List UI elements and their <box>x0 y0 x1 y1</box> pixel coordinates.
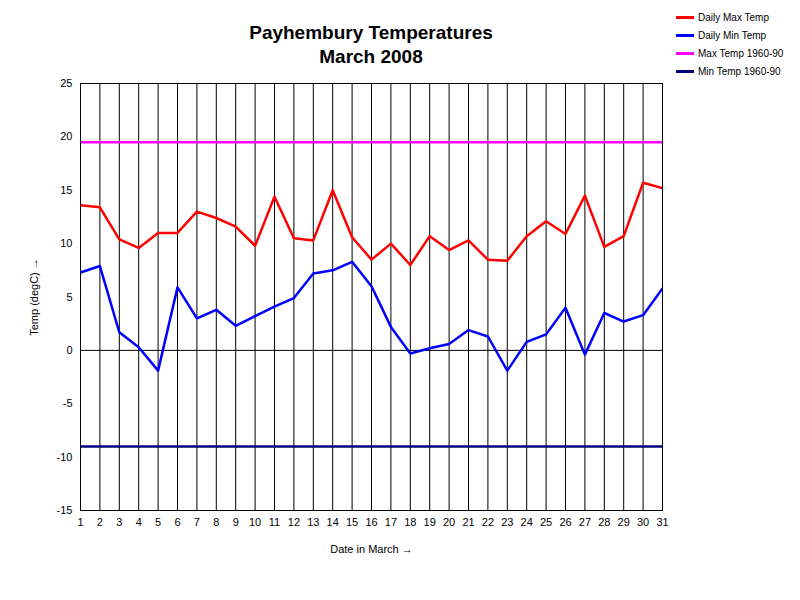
svg-text:29: 29 <box>618 516 630 528</box>
svg-text:8: 8 <box>213 516 219 528</box>
svg-text:23: 23 <box>501 516 513 528</box>
svg-text:19: 19 <box>424 516 436 528</box>
svg-text:-15: -15 <box>57 504 73 516</box>
svg-text:20: 20 <box>60 130 72 142</box>
svg-text:18: 18 <box>404 516 416 528</box>
html-text:Max Temp 1960-90: Max Temp 1960-90 <box>698 47 784 59</box>
svg-text:2: 2 <box>97 516 103 528</box>
svg-text:25: 25 <box>540 516 552 528</box>
svg-text:Date in March →: Date in March → <box>330 543 413 555</box>
svg-text:27: 27 <box>579 516 591 528</box>
svg-text:14: 14 <box>327 516 339 528</box>
html-text:March 2008: March 2008 <box>319 46 423 67</box>
svg-text:1: 1 <box>77 516 83 528</box>
svg-text:-5: -5 <box>63 397 73 409</box>
svg-text:6: 6 <box>174 516 180 528</box>
svg-text:11: 11 <box>269 516 280 528</box>
html-text:Daily Max Temp: Daily Max Temp <box>698 11 769 23</box>
svg-text:16: 16 <box>365 516 377 528</box>
svg-text:10: 10 <box>249 516 261 528</box>
svg-text:-10: -10 <box>57 451 73 463</box>
svg-text:17: 17 <box>385 516 397 528</box>
svg-text:5: 5 <box>155 516 161 528</box>
svg-text:26: 26 <box>559 516 571 528</box>
svg-text:7: 7 <box>194 516 200 528</box>
svg-text:12: 12 <box>288 516 300 528</box>
svg-text:9: 9 <box>233 516 239 528</box>
svg-text:31: 31 <box>656 516 668 528</box>
svg-text:4: 4 <box>136 516 142 528</box>
html-text:Payhembury Temperatures: Payhembury Temperatures <box>249 22 493 43</box>
svg-text:24: 24 <box>521 516 533 528</box>
svg-text:15: 15 <box>346 516 358 528</box>
html-text:Min Temp 1960-90: Min Temp 1960-90 <box>698 65 781 77</box>
svg-text:22: 22 <box>482 516 494 528</box>
svg-text:13: 13 <box>307 516 319 528</box>
svg-text:3: 3 <box>116 516 122 528</box>
svg-text:25: 25 <box>60 77 72 89</box>
svg-text:0: 0 <box>66 344 72 356</box>
svg-text:20: 20 <box>443 516 455 528</box>
svg-text:21: 21 <box>462 516 474 528</box>
html-text:Daily Min Temp: Daily Min Temp <box>698 29 767 41</box>
svg-text:10: 10 <box>60 237 72 249</box>
svg-text:30: 30 <box>637 516 649 528</box>
svg-text:28: 28 <box>598 516 610 528</box>
svg-text:15: 15 <box>60 184 72 196</box>
svg-text:Temp (degC) →: Temp (degC) → <box>28 258 40 336</box>
svg-text:5: 5 <box>66 291 72 303</box>
